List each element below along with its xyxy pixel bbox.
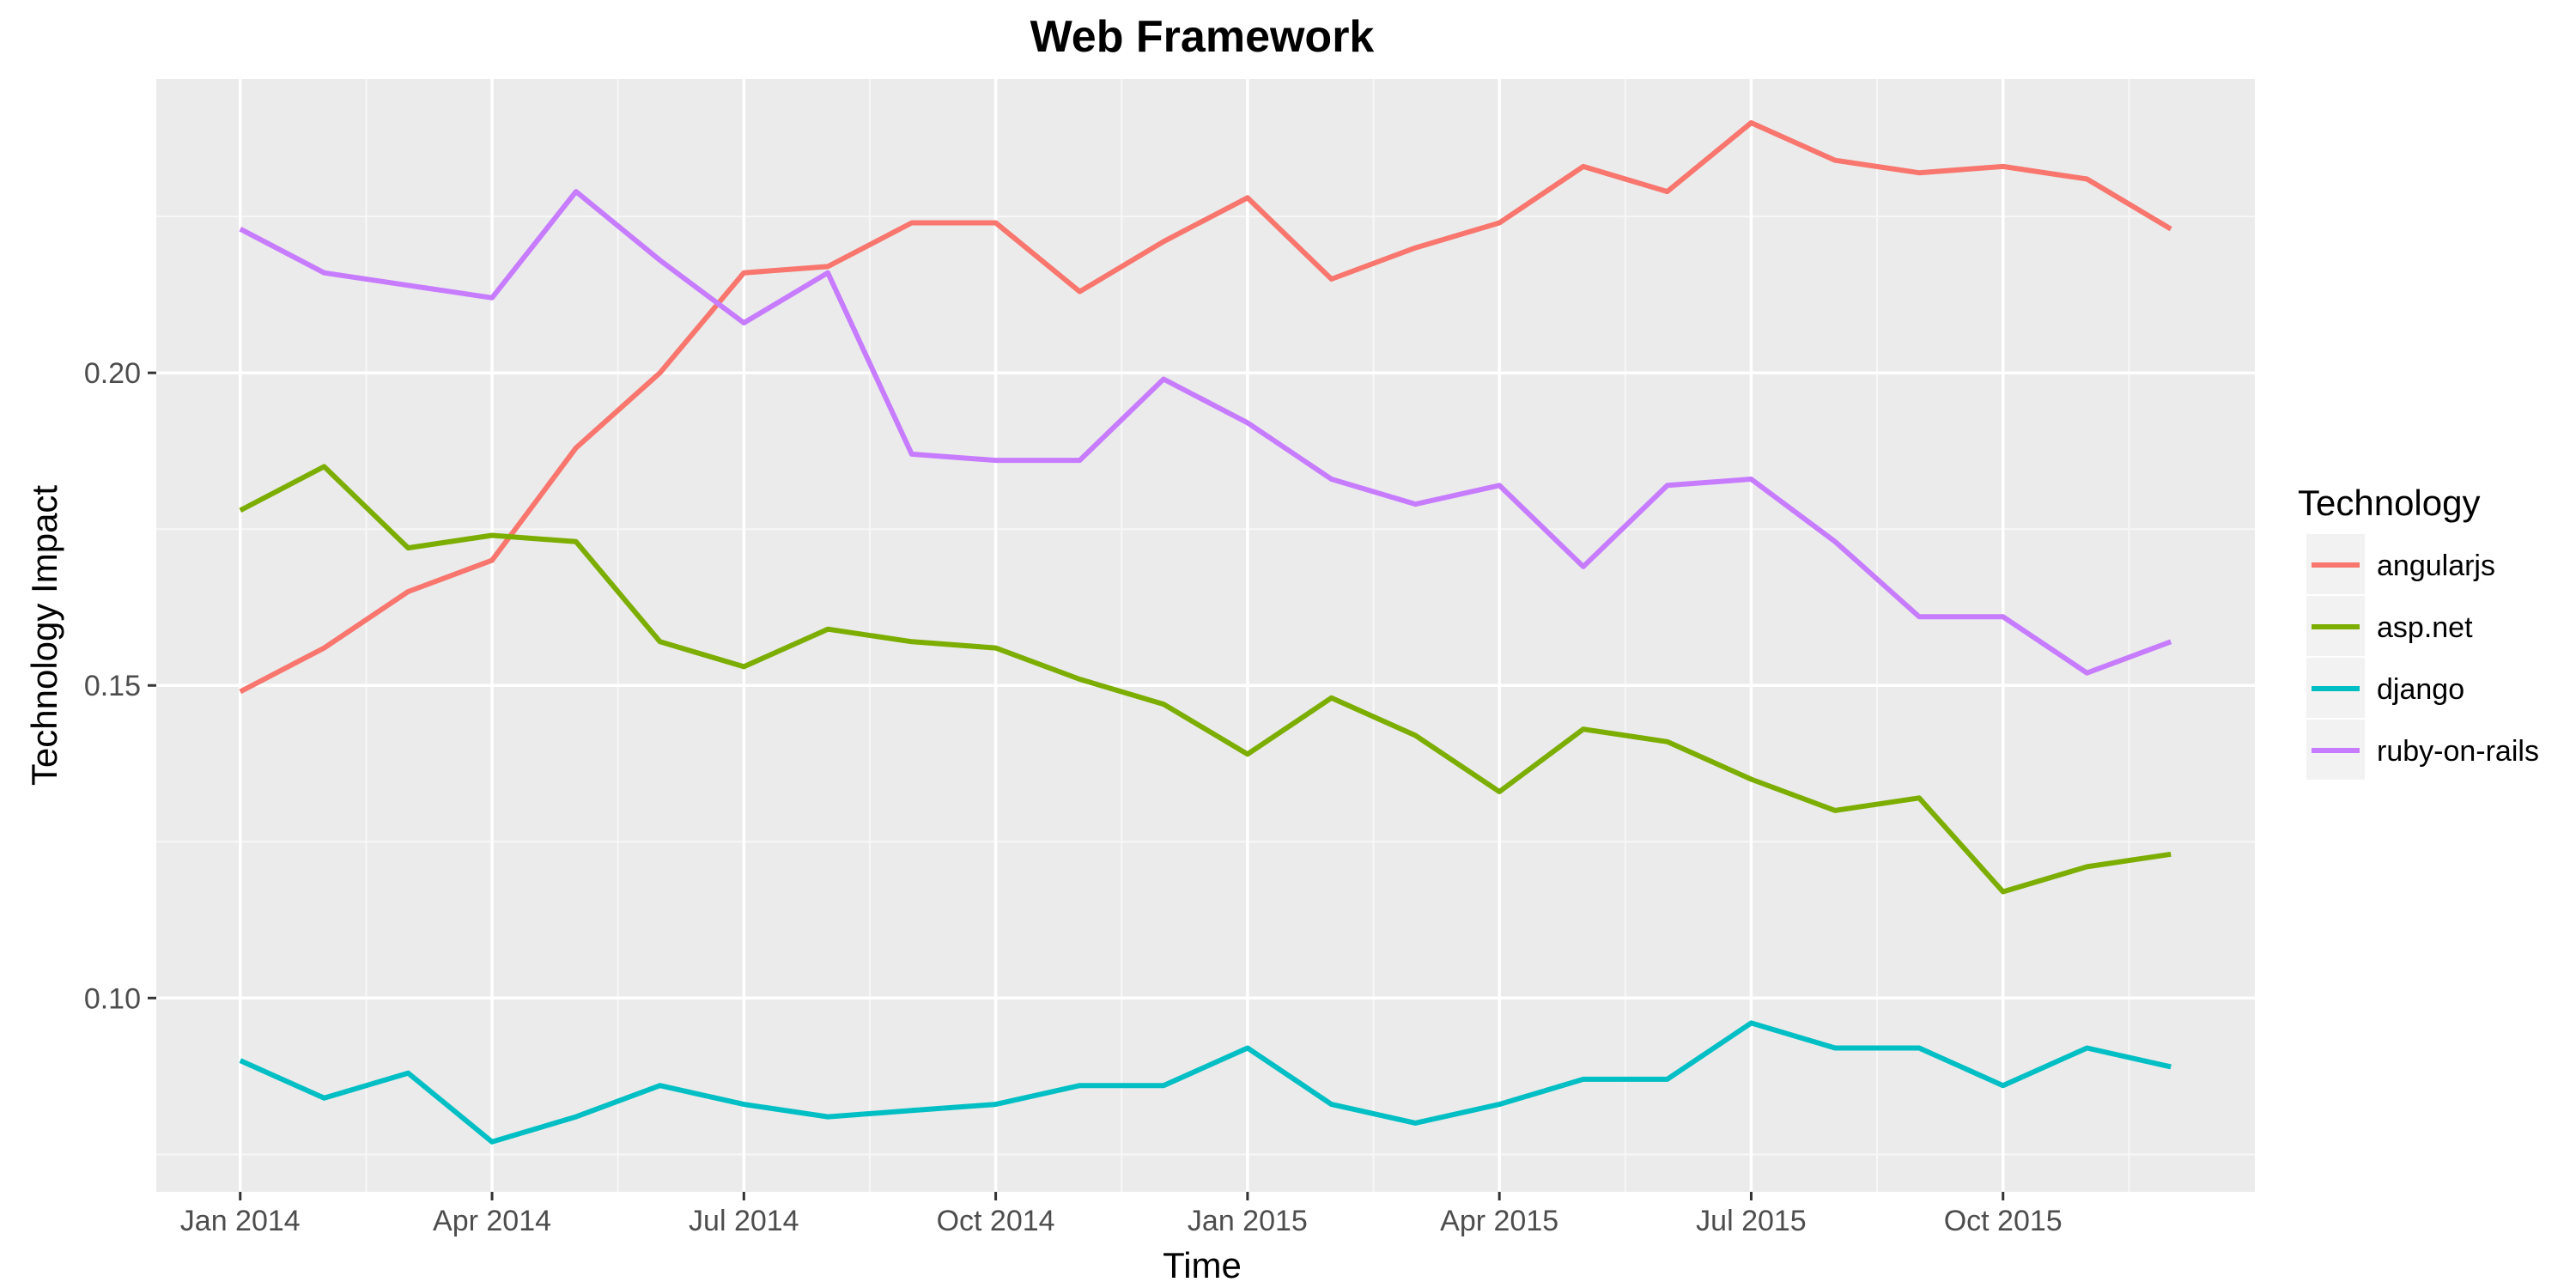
series-line-django	[239, 1020, 2172, 1145]
x-tick-label: Jan 2015	[1188, 1205, 1308, 1237]
legend-label: asp.net	[2377, 611, 2473, 644]
series-line-ruby-on-rails	[239, 189, 2172, 676]
legend-label: django	[2377, 673, 2464, 706]
major-gridlines	[156, 79, 2255, 1192]
series-lines	[239, 120, 2172, 1145]
y-axis-title: Technology Impact	[24, 485, 64, 787]
x-tick-label: Apr 2015	[1440, 1205, 1558, 1237]
legend-items: angularjs asp.net django ruby-on-rails	[2306, 534, 2539, 780]
legend-item-angularjs: angularjs	[2306, 534, 2495, 594]
plot-panel	[156, 79, 2255, 1192]
x-tick-label: Apr 2014	[433, 1205, 551, 1237]
x-tick-label: Jan 2014	[180, 1205, 301, 1237]
y-tick-label: 0.10	[84, 982, 141, 1015]
legend: Technology angularjs asp.net django ruby-on…	[2298, 483, 2539, 780]
y-tick-label: 0.20	[84, 357, 141, 390]
x-tick-label: Oct 2015	[1944, 1205, 2063, 1237]
legend-label: angularjs	[2377, 550, 2495, 582]
y-tick-label: 0.15	[84, 670, 141, 702]
x-tick-label: Jul 2015	[1696, 1205, 1807, 1237]
legend-label: ruby-on-rails	[2377, 735, 2539, 768]
y-axis: 0.10 0.15 0.20	[84, 357, 156, 1015]
x-axis-title: Time	[1163, 1245, 1242, 1285]
chart-title: Web Framework	[1030, 12, 1375, 62]
legend-title: Technology	[2298, 483, 2480, 523]
x-tick-label: Jul 2014	[689, 1205, 799, 1237]
legend-item-asp-net: asp.net	[2306, 596, 2473, 656]
legend-item-ruby-on-rails: ruby-on-rails	[2306, 720, 2539, 780]
x-tick-label: Oct 2014	[937, 1205, 1055, 1237]
series-line-asp-net	[239, 464, 2172, 895]
legend-item-django: django	[2306, 658, 2464, 718]
series-line-angularjs	[239, 120, 2172, 695]
x-axis: Jan 2014 Apr 2014 Jul 2014 Oct 2014 Jan 2015…	[180, 1192, 2063, 1237]
